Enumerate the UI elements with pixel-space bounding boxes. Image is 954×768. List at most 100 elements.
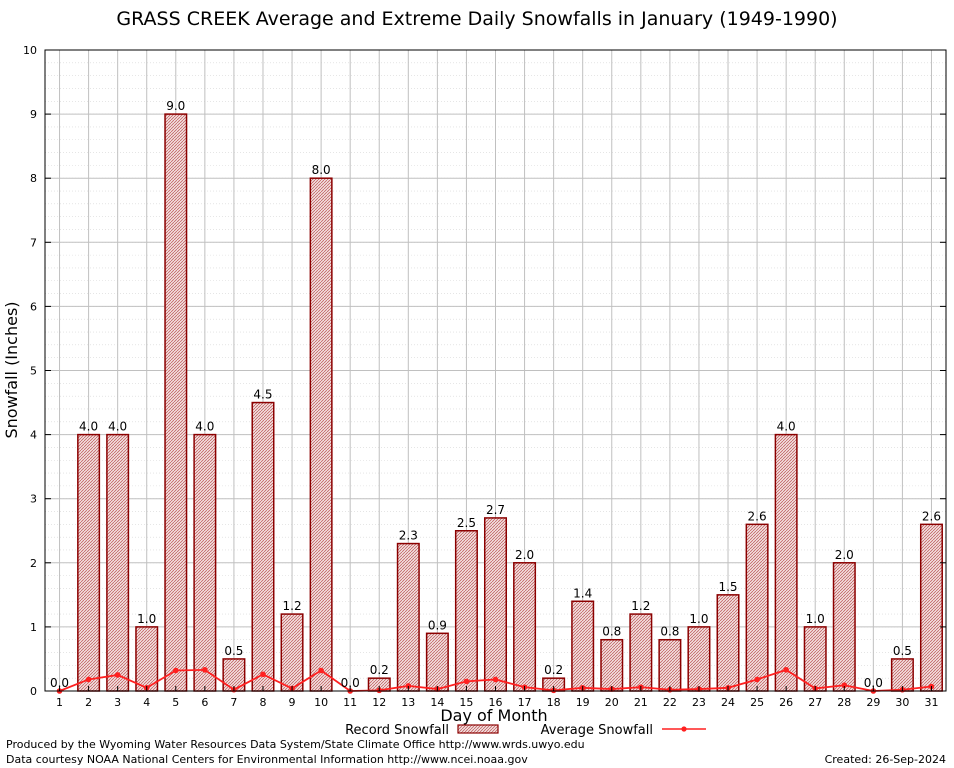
x-tick-label: 2 (85, 696, 92, 709)
average-point (783, 667, 789, 673)
bar-value-label: 1.0 (689, 612, 708, 626)
bar-record-day-19 (571, 600, 595, 692)
y-tick-label: 5 (30, 365, 37, 378)
bar-value-label: 2.0 (515, 548, 534, 562)
bar-value-label: 1.4 (573, 586, 592, 600)
x-tick-label: 25 (750, 696, 764, 709)
x-tick-label: 16 (489, 696, 503, 709)
y-tick-label: 1 (30, 621, 37, 634)
y-tick-label: 2 (30, 557, 37, 570)
average-point (85, 676, 92, 683)
legend-record-swatch (457, 724, 499, 734)
bar-value-label: 1.0 (806, 612, 825, 626)
x-tick-label: 23 (692, 696, 706, 709)
bar-value-label: 4.0 (777, 420, 796, 434)
bar-record-day-31 (919, 523, 943, 692)
bar-record-day-24 (716, 594, 740, 692)
bar-value-labels: 0.0 4.0 4.0 1.0 9.0 4.0 0.5 4.5 1.2 8.0 0.0 0.2 2.3 0… (50, 99, 941, 690)
bar-value-label: 0.2 (544, 663, 563, 677)
bar-record-day-13 (396, 542, 420, 692)
bar-value-label: 0.0 (50, 676, 69, 690)
average-point (260, 671, 266, 678)
bar-record-day-22 (658, 638, 682, 692)
bar-record-day-21 (629, 613, 653, 692)
bar-value-label: 1.0 (137, 612, 156, 626)
bar-record-day-5 (164, 113, 188, 692)
x-tick-label: 28 (837, 696, 851, 709)
x-tick-label: 31 (924, 696, 938, 709)
bar-record-day-15 (454, 530, 478, 692)
x-tick-label: 9 (289, 696, 296, 709)
x-tick-label: 30 (895, 696, 909, 709)
y-tick-label: 4 (30, 429, 37, 442)
legend-average-label: Average Snowfall (541, 723, 653, 738)
bar-value-label: 0.5 (224, 644, 243, 658)
average-point (492, 676, 499, 683)
average-point (841, 682, 848, 689)
x-tick-label: 14 (430, 696, 444, 709)
chart-title: GRASS CREEK Average and Extreme Daily Sn… (116, 8, 838, 30)
x-tick-label: 27 (808, 696, 822, 709)
average-point (318, 667, 324, 674)
y-tick-label: 9 (30, 108, 37, 121)
bar-value-label: 1.2 (631, 599, 650, 613)
bar-record-day-26 (774, 433, 798, 692)
average-point (172, 667, 179, 674)
bar-record-day-9 (280, 613, 304, 692)
x-tick-label: 19 (576, 696, 590, 709)
x-tick-label: 17 (518, 696, 532, 709)
bar-value-label: 4.5 (253, 388, 272, 402)
bar-value-label: 4.0 (108, 420, 127, 434)
bar-value-label: 0.8 (660, 625, 679, 639)
x-tick-label: 4 (143, 696, 150, 709)
bar-record-day-10 (309, 177, 333, 692)
bar-value-label: 2.6 (922, 509, 941, 523)
bar-record-day-14 (425, 632, 449, 692)
x-tick-label: 5 (172, 696, 179, 709)
bar-value-label: 0.0 (864, 676, 883, 690)
legend: Record Snowfall Average Snowfall (345, 723, 706, 738)
bar-value-label: 0.8 (602, 625, 621, 639)
bar-value-label: 2.3 (399, 529, 418, 543)
bar-value-label: 2.0 (835, 548, 854, 562)
y-tick-label: 7 (30, 236, 37, 249)
average-point (114, 672, 121, 678)
bar-value-label: 8.0 (312, 163, 331, 177)
x-tick-label: 18 (547, 696, 561, 709)
bar-value-label: 2.6 (748, 509, 767, 523)
bar-value-label: 4.0 (195, 420, 214, 434)
bar-record-day-8 (251, 401, 275, 692)
y-tick-label: 3 (30, 493, 37, 506)
bar-record-day-27 (803, 626, 827, 692)
x-tick-label: 1 (56, 696, 63, 709)
x-tick-label: 24 (721, 696, 735, 709)
y-tick-label: 10 (23, 44, 37, 57)
y-axis-label: Snowfall (Inches) (2, 301, 21, 438)
average-point (754, 676, 760, 683)
bar-value-label: 0.5 (893, 644, 912, 658)
y-tick-label: 0 (30, 685, 37, 698)
bar-record-day-3 (106, 433, 130, 692)
bar-value-label: 0.9 (428, 618, 447, 632)
x-tick-label: 10 (314, 696, 328, 709)
bar-value-label: 0.0 (341, 676, 360, 690)
x-tick-label: 20 (605, 696, 619, 709)
bar-record-day-4 (135, 626, 159, 692)
bar-record-day-28 (832, 562, 856, 692)
bar-record-day-6 (193, 433, 217, 692)
bars (77, 113, 943, 692)
x-tick-label: 21 (634, 696, 648, 709)
x-tick-label: 15 (459, 696, 473, 709)
x-tick-label: 7 (230, 696, 237, 709)
footer-credit-producer: Produced by the Wyoming Water Resources … (6, 738, 585, 751)
x-tick-label: 6 (201, 696, 208, 709)
bar-record-day-17 (513, 562, 537, 692)
x-tick-label: 3 (114, 696, 121, 709)
average-point (405, 683, 412, 689)
bar-record-day-23 (687, 626, 711, 692)
bar-value-label: 2.7 (486, 503, 505, 517)
footer-credit-data: Data courtesy NOAA National Centers for … (6, 753, 528, 766)
bar-record-day-25 (745, 523, 769, 692)
